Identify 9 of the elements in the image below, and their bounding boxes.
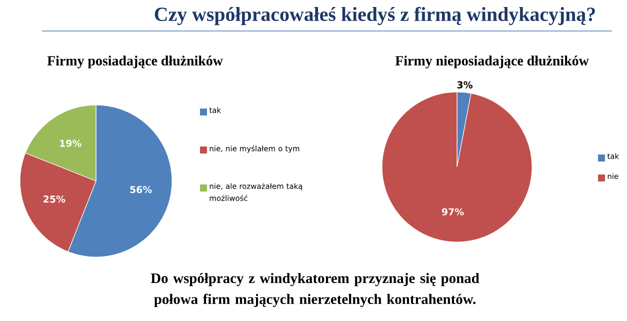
- data-label: 19%: [60, 140, 82, 147]
- data-label: 97%: [442, 208, 464, 216]
- text: Czy współpracowałeś kiedyś z firmą windykacyjną?: [154, 6, 595, 26]
- chart-title: Firmy nieposiadające dłużników: [395, 56, 589, 68]
- data-label: 25%: [44, 196, 66, 203]
- data-label: 56%: [130, 186, 152, 194]
- text: Do współpracy z windykatorem przyznaje się ponad połowa firm mających nierzetelnych kontrahentów.: [150, 272, 480, 308]
- chart-title: Firmy posiadające dłużników: [47, 56, 223, 68]
- data-label: 3%: [457, 81, 473, 88]
